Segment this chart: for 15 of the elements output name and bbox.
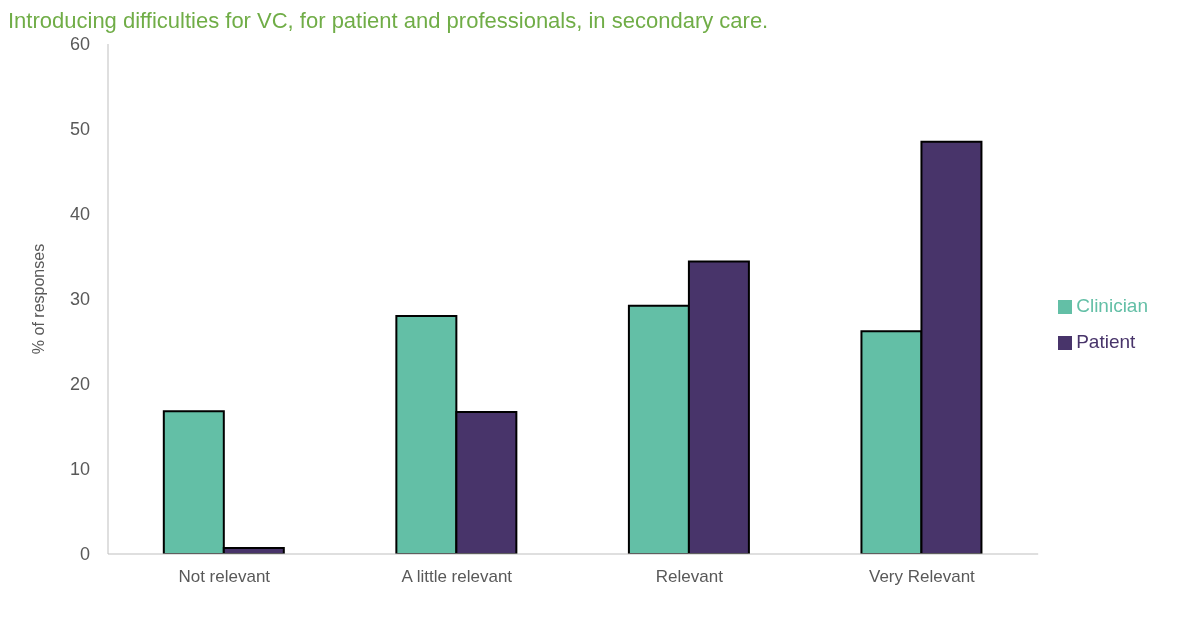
y-tick-label: 10: [69, 459, 90, 480]
x-tick-label: Relevant: [655, 567, 724, 587]
y-tick-label: 60: [69, 34, 90, 55]
y-tick-label: 30: [69, 289, 90, 310]
x-tick-label: Very Relevant: [868, 567, 976, 587]
legend-label: Clinician: [1076, 295, 1148, 316]
y-tick-label: 0: [79, 544, 90, 565]
y-tick-label: 40: [69, 204, 90, 225]
y-tick-label: 50: [69, 119, 90, 140]
chart-title: Introducing difficulties for VC, for patient and professionals, in secondary care.: [8, 8, 770, 34]
x-tick-label: Not relevant: [178, 567, 271, 587]
y-tick-label: 20: [69, 374, 90, 395]
y-axis-title: % of responses: [29, 243, 47, 355]
x-tick-label: A little relevant: [401, 567, 513, 587]
legend-label: Patient: [1076, 331, 1136, 352]
